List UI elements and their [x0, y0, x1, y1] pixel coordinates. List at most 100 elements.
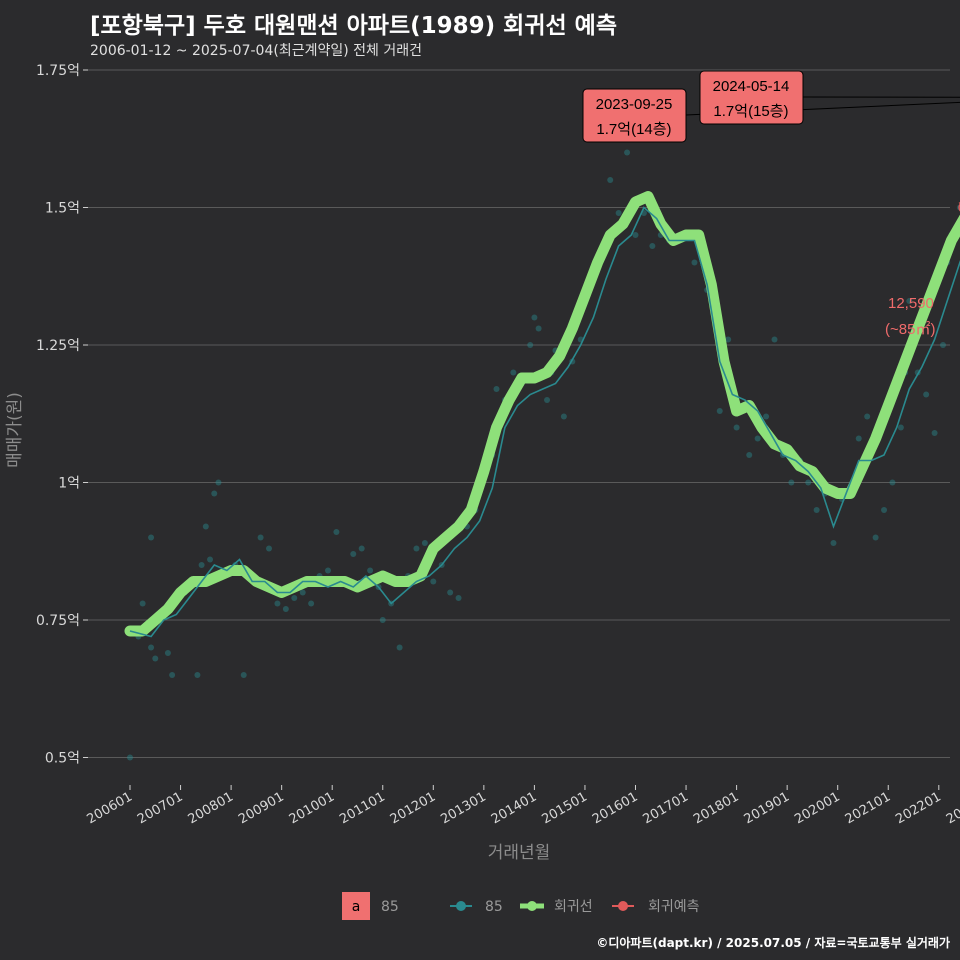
- legend-label: 85: [485, 899, 503, 915]
- transaction-point: [881, 507, 888, 513]
- transaction-point: [632, 232, 639, 238]
- transaction-point: [691, 259, 698, 266]
- x-tick-label: 200801: [186, 789, 236, 827]
- transaction-point: [139, 600, 146, 607]
- transaction-point: [207, 556, 214, 563]
- forecast-point: [958, 203, 960, 212]
- transaction-point: [274, 600, 281, 607]
- transaction-point: [923, 391, 930, 398]
- annotation-box: [699, 70, 804, 125]
- legend-swatch-point: [618, 901, 628, 911]
- x-tick-label: 201301: [438, 789, 488, 827]
- transaction-point: [615, 210, 622, 216]
- transaction-point: [308, 600, 315, 607]
- transaction-point: [725, 336, 732, 343]
- legend-label: 85: [381, 899, 399, 915]
- transaction-point: [358, 545, 365, 552]
- x-tick-label: 200901: [236, 789, 286, 827]
- x-tick-label: 201201: [388, 789, 438, 827]
- annotation-price: 1.7억(15층): [713, 103, 788, 120]
- transaction-point: [649, 243, 656, 249]
- y-tick-label: 1.25억: [36, 338, 80, 354]
- legend-label: 회귀선: [554, 899, 593, 915]
- legend-label: 회귀예측: [648, 899, 700, 915]
- y-tick-label: 1.75억: [36, 63, 80, 79]
- annotation-date: 2024-05-14: [713, 78, 790, 95]
- y-tick-label: 1.5억: [45, 201, 80, 217]
- last-price-label: 12,590: [888, 295, 934, 312]
- x-tick-label: 201801: [691, 789, 741, 827]
- transaction-point: [560, 413, 567, 420]
- transaction-point: [746, 452, 753, 458]
- transaction-point: [733, 424, 740, 431]
- transaction-point: [531, 314, 538, 321]
- transaction-point: [771, 336, 778, 343]
- x-tick-label: 201001: [287, 789, 337, 827]
- transaction-point: [763, 413, 770, 420]
- y-tick-label: 0.75억: [36, 613, 80, 629]
- transaction-point: [291, 595, 298, 601]
- transaction-point: [493, 386, 500, 392]
- transaction-point: [940, 342, 947, 348]
- transaction-point: [333, 529, 340, 535]
- transaction-point: [282, 606, 289, 612]
- legend-key-text: a: [352, 899, 361, 915]
- transaction-point: [624, 149, 631, 156]
- x-tick-label: 202301: [944, 789, 960, 827]
- transaction-point: [855, 435, 862, 442]
- transaction-point: [430, 578, 437, 585]
- transaction-point: [194, 672, 201, 678]
- transaction-point: [324, 567, 331, 574]
- transaction-point: [413, 545, 420, 552]
- transaction-point: [447, 589, 454, 596]
- annotation-box: [582, 88, 687, 143]
- transaction-point: [813, 507, 820, 513]
- legend-swatch-point: [456, 901, 466, 911]
- annotation-price: 1.7억(14층): [596, 121, 671, 138]
- transaction-point: [152, 655, 159, 662]
- transaction-point: [148, 534, 155, 541]
- transaction-point: [872, 534, 879, 541]
- transaction-point: [788, 479, 795, 486]
- legend-swatch-point: [527, 901, 537, 911]
- transaction-point: [350, 551, 357, 557]
- transaction-point: [897, 424, 904, 431]
- transaction-point: [455, 595, 462, 601]
- transaction-point: [527, 342, 534, 348]
- transaction-point: [299, 589, 306, 596]
- transaction-point: [127, 754, 133, 761]
- last-area-label: (~85㎡): [885, 321, 935, 338]
- transaction-point: [864, 413, 871, 420]
- chart-subtitle: 2006-01-12 ~ 2025-07-04(최근계약일) 전체 거래건: [90, 43, 422, 59]
- y-tick-label: 1억: [58, 476, 80, 492]
- x-tick-label: 200701: [135, 789, 185, 827]
- x-tick-label: 201101: [337, 789, 387, 827]
- annotation-date: 2023-09-25: [596, 96, 673, 113]
- chart-title: [포항북구] 두호 대원맨션 아파트(1989) 회귀선 예측: [90, 13, 617, 39]
- transaction-point: [198, 562, 205, 568]
- transaction-point: [535, 325, 542, 332]
- regression-line: [124, 191, 960, 637]
- transaction-point: [169, 672, 176, 678]
- x-tick-label: 200601: [85, 789, 135, 827]
- x-axis-title: 거래년월: [488, 843, 551, 863]
- transaction-point: [830, 540, 837, 546]
- x-tick-label: 201901: [742, 789, 792, 827]
- x-tick-label: 201501: [539, 789, 589, 827]
- transaction-point: [148, 644, 155, 651]
- transaction-point: [754, 435, 761, 442]
- transaction-point: [544, 397, 551, 403]
- transaction-point: [379, 617, 386, 623]
- transaction-point: [396, 644, 403, 651]
- y-tick-label: 0.5억: [45, 751, 80, 767]
- transaction-point: [367, 567, 374, 574]
- annotation-leader: [802, 96, 960, 98]
- y-axis-title: 매매가(원): [5, 392, 25, 468]
- transaction-point: [421, 540, 428, 546]
- transaction-point: [931, 430, 938, 436]
- transaction-point: [211, 490, 218, 497]
- x-tick-label: 202001: [792, 789, 842, 827]
- x-tick-label: 201701: [641, 789, 691, 827]
- transaction-point: [202, 523, 209, 530]
